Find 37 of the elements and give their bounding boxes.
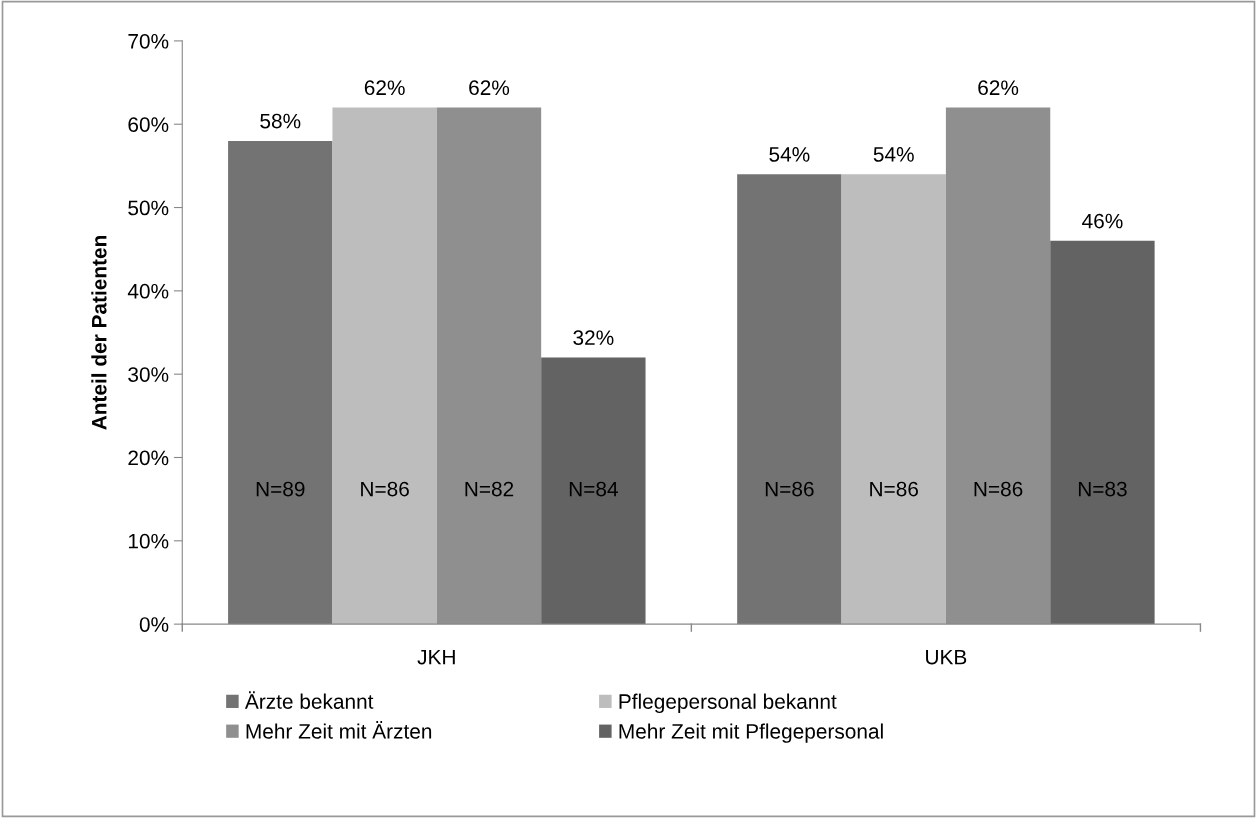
data-label: 62% — [978, 80, 1019, 96]
annotation: N=86 — [765, 481, 814, 497]
bar — [1050, 240, 1155, 625]
data-label: 58% — [260, 113, 301, 129]
legend-label: Ärzte bekannt — [244, 691, 374, 709]
legend-label: Mehr Zeit mit Pflegepersonal — [619, 723, 883, 743]
x-tick-label: UKB — [926, 649, 967, 665]
bar — [841, 174, 946, 625]
y-tick-label: 10% — [128, 533, 169, 549]
data-label: 54% — [873, 147, 914, 162]
annotation: N=89 — [256, 481, 305, 497]
data-label: 62% — [469, 80, 510, 96]
annotation: N=84 — [569, 481, 618, 497]
y-tick-label: 20% — [128, 450, 169, 466]
y-tick-label: 60% — [128, 117, 169, 132]
legend-label: Pflegepersonal bekannt — [619, 693, 837, 714]
bar — [228, 140, 333, 625]
y-tick-label: 70% — [128, 33, 169, 49]
bar — [332, 107, 437, 625]
legend-label: Mehr Zeit mit Ärzten — [246, 721, 432, 739]
y-tick-label: 50% — [128, 200, 169, 216]
annotation: N=86 — [870, 481, 918, 497]
bar — [541, 357, 646, 625]
annotation: N=86 — [974, 481, 1023, 497]
y-tick-label: 30% — [128, 367, 169, 382]
data-label: 32% — [573, 330, 614, 346]
data-label: 54% — [769, 147, 810, 162]
data-label: 46% — [1082, 213, 1123, 229]
x-tick-label: JKH — [417, 649, 455, 665]
bar — [737, 174, 842, 625]
annotation: N=83 — [1078, 481, 1127, 497]
annotation: N=86 — [361, 481, 409, 497]
y-tick-label: 0% — [139, 617, 169, 632]
annotation: N=82 — [465, 481, 514, 497]
data-label: 62% — [364, 80, 405, 96]
y-tick-label: 40% — [127, 283, 169, 299]
y-axis-title: Anteil der Patienten — [91, 235, 107, 430]
